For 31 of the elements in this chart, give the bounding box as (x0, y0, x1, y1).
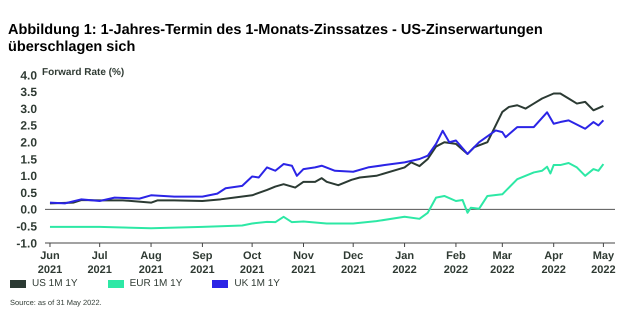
x-tick-label: Dec 2021 (340, 250, 366, 276)
legend-label: UK 1M 1Y (234, 278, 280, 289)
x-tick-label: Jun 2021 (38, 250, 62, 276)
y-tick-label: 1.5 (20, 152, 38, 166)
y-tick-label: 1.0 (20, 169, 38, 184)
x-tick-label: Mar 2022 (490, 250, 515, 276)
line-series (48, 92, 604, 204)
x-tick-label: May 2022 (591, 250, 616, 276)
x-tick-label: Jan 2022 (392, 250, 417, 276)
x-tick-label: Oct 2021 (240, 250, 264, 276)
x-tick-label: Feb 2022 (444, 250, 468, 276)
y-tick-label: 0.0 (20, 202, 38, 217)
y-tick-label: 2.0 (20, 135, 38, 150)
x-tick-label: Aug 2021 (138, 250, 164, 276)
y-axis-title: Forward Rate (%) (42, 67, 124, 78)
y-tick-label: 0.5 (20, 186, 38, 200)
x-tick-label: Apr 2022 (541, 250, 566, 276)
x-tick-label: Sep 2021 (190, 250, 215, 276)
x-tick-label: Nov 2021 (291, 250, 316, 276)
y-tick-label: 4.0 (20, 68, 38, 82)
y-tick-label: -0.5 (16, 219, 38, 234)
y-tick-label: -1.0 (16, 236, 38, 250)
legend-label: EUR 1M 1Y (130, 278, 182, 289)
x-tick-label: Jul 2021 (87, 250, 112, 276)
y-tick-label: 3.0 (20, 102, 38, 116)
chart-title: Abbildung 1: 1-Jahres-Termin des 1-Monats-Zinssatzes - US-Zinserwartungen überschlagen sich (8, 22, 544, 56)
line-series (48, 162, 604, 230)
y-tick-label: 2.5 (20, 118, 38, 133)
y-tick-label: 3.5 (20, 85, 38, 100)
legend-label: US 1M 1Y (32, 278, 78, 289)
line-series (48, 111, 604, 204)
